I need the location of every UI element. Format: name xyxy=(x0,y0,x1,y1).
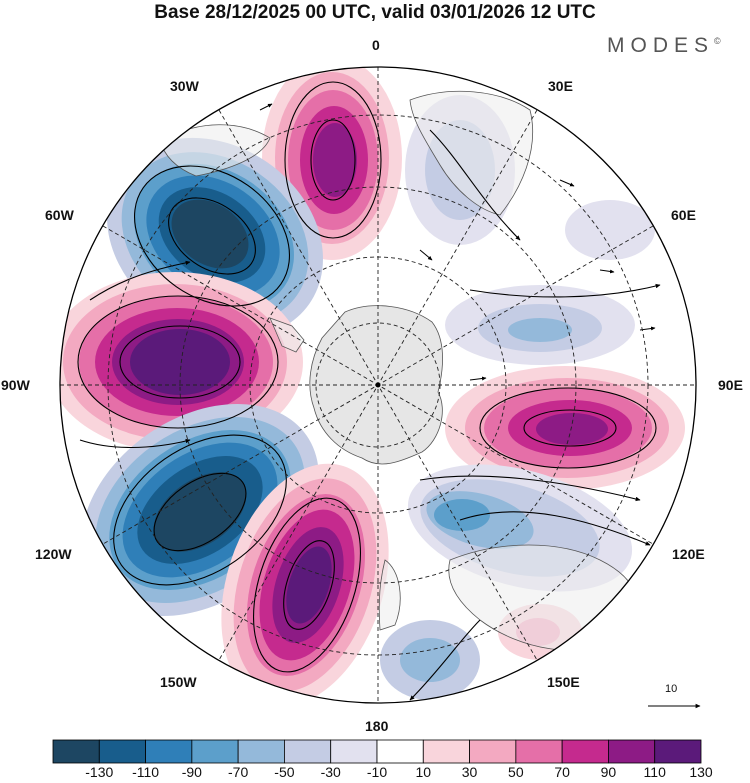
colorbar-tick-label: -110 xyxy=(132,764,160,780)
lon-label-90e: 90E xyxy=(718,377,743,393)
colorbar xyxy=(52,739,702,764)
colorbar-tick-label: -130 xyxy=(85,764,114,780)
colorbar-tick-label: 90 xyxy=(600,764,617,780)
lon-label-30w: 30W xyxy=(170,78,199,94)
colorbar-bin xyxy=(284,739,332,764)
antarctic-peninsula xyxy=(269,317,305,353)
lon-label-180: 180 xyxy=(365,718,389,734)
colorbar-tick-label: 50 xyxy=(508,764,524,780)
colorbar-tick-label: 130 xyxy=(689,764,713,780)
lon-label-60w: 60W xyxy=(45,207,74,223)
new-zealand xyxy=(378,559,401,631)
lon-label-30e: 30E xyxy=(548,78,573,94)
africa-south xyxy=(409,90,534,216)
colorbar-tick-label: 10 xyxy=(415,764,432,780)
colorbar-bin xyxy=(330,739,378,764)
lon-label-90w: 90W xyxy=(1,377,30,393)
colorbar-bin xyxy=(98,739,146,764)
colorbar-tick-label: -50 xyxy=(274,764,295,780)
reference-vector-label: 10 xyxy=(665,683,678,695)
colorbar-bin xyxy=(52,739,100,764)
colorbar-bin xyxy=(422,739,470,764)
colorbar-bin xyxy=(515,739,563,764)
colorbar-bin xyxy=(237,739,285,764)
anomaly-field xyxy=(60,67,696,703)
anomaly-positive-165w xyxy=(221,463,389,703)
colorbar-bin xyxy=(608,739,656,764)
colorbar-bin xyxy=(654,739,702,764)
map-border xyxy=(59,66,697,704)
colorbar-tick-label: -10 xyxy=(366,764,388,780)
lon-label-120w: 120W xyxy=(35,546,72,562)
colorbar-tick-label: 30 xyxy=(461,764,478,780)
south-america-tip xyxy=(159,124,271,177)
colorbar-tick-label: -70 xyxy=(228,764,249,780)
colorbar-bin xyxy=(191,739,239,764)
colorbar-bin xyxy=(376,739,424,764)
lon-label-0: 0 xyxy=(372,37,380,53)
map-title: Base 28/12/2025 00 UTC, valid 03/01/2026… xyxy=(154,2,596,23)
colorbar-tick-label: 110 xyxy=(643,764,666,780)
lon-label-150e: 150E xyxy=(547,674,580,690)
colorbar-bin xyxy=(561,739,609,764)
lon-label-60e: 60E xyxy=(671,207,696,223)
colorbar-tick-label: -30 xyxy=(320,764,341,780)
colorbar-bin xyxy=(145,739,193,764)
colorbar-tick-label: -90 xyxy=(181,764,202,780)
modes-logo: MODES© xyxy=(607,34,721,57)
lon-label-120e: 120E xyxy=(672,546,705,562)
colorbar-tick-label: 70 xyxy=(554,764,570,780)
streamlines xyxy=(77,81,661,701)
colorbar-bin xyxy=(469,739,517,764)
lon-label-150w: 150W xyxy=(160,674,197,690)
